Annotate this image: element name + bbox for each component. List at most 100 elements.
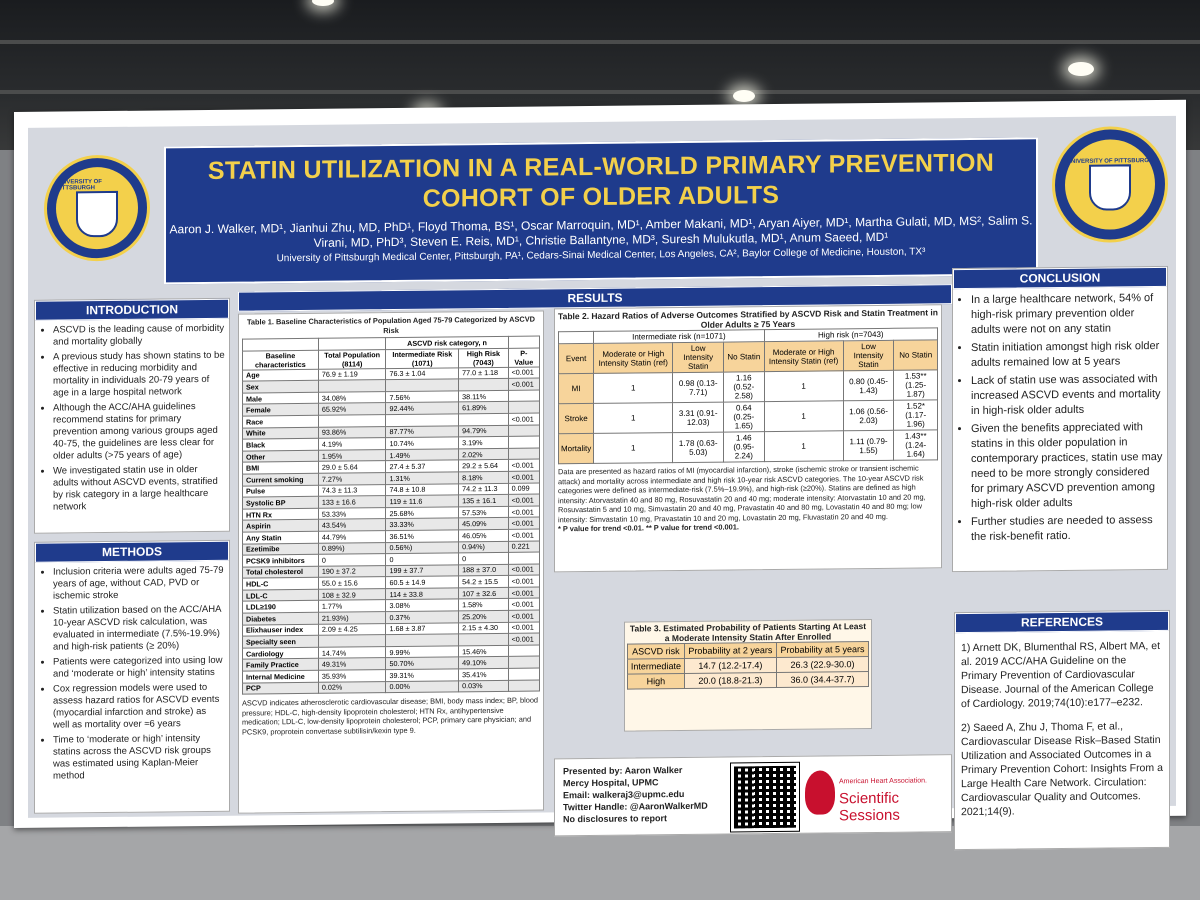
list-item: We investigated statin use in older adul… [53,464,225,514]
table-cell: 0.221 [508,540,540,553]
conclusion-section: CONCLUSION In a large healthcare network… [952,265,1168,573]
references-heading: REFERENCES [955,610,1169,634]
table-cell: 9.99% [385,645,459,659]
presenter-line: No disclosures to report [563,813,668,825]
table-cell [508,436,540,449]
table-cell: <0.001 [508,610,540,622]
table-cell: 44.79% [318,530,386,543]
sponsor-line1: American Heart Association. [839,777,927,786]
heart-torch-icon [805,770,835,815]
table-row: PCP 0.02% 0.00% 0.03% [242,679,540,695]
table-cell: 1.49% [385,448,459,461]
table-cell: 57.53% [458,506,509,519]
table-cell: 3.19% [458,436,509,449]
table-cell: 20.0 (18.8-21.3) [684,672,777,689]
table-cell: 1.53** (1.25-1.87) [893,369,938,401]
table-cell: 7.56% [385,390,459,403]
table-cell [318,379,386,393]
table-header: ASCVD risk [627,643,685,660]
table-cell [508,552,540,565]
table-cell: 34.08% [318,391,386,404]
table-cell: 35.93% [318,669,386,682]
table-cell: 15.46% [458,645,509,658]
table-cell [508,389,540,402]
table1-caption: Table 1. Baseline Characteristics of Pop… [246,314,536,335]
shield-icon [1089,164,1131,211]
list-item: Given the benefits appreciated with stat… [971,420,1163,512]
table-cell: 39.31% [385,668,459,682]
table1-body: Age 76.9 ± 1.19 76.3 ± 1.04 77.0 ± 1.18 <0.0… [242,366,540,695]
table-header: Total Population (8114) [318,349,386,369]
table-cell: 2.09 ± 4.25 [318,623,386,636]
table-cell [508,656,540,669]
conclusion-list: In a large healthcare network, 54% of hi… [959,291,1163,545]
list-item: Statin initiation amongst high risk olde… [971,339,1163,371]
table-row: MI 1 0.98 (0.13-7.71) 1.16 (0.52-2.58) 1 0.80… [558,369,938,404]
table-header: Moderate or High Intensity Statin (ref) [593,342,673,374]
table-cell: <0.001 [508,598,540,611]
table2-body: MI 1 0.98 (0.13-7.71) 1.16 (0.52-2.58) 1 0.80… [558,369,938,464]
university-logo-left: UNIVERSITY OF PITTSBURGH [44,154,150,262]
table-cell: Family Practice [242,658,319,672]
table-cell: 1.16 (0.52-2.58) [723,371,765,403]
table-cell: 8.18% [458,471,509,484]
table-cell: 0.89%) [318,542,386,555]
poster-header: STATIN UTILIZATION IN A REAL-WORLD PRIMA… [164,137,1038,285]
table-cell: Total cholesterol [242,566,319,579]
table-cell [385,379,459,392]
table-cell: 0.03% [458,679,509,693]
table-cell: Stroke [558,403,594,434]
table-cell: Diabetes [242,612,319,625]
table-cell: 49.31% [318,658,386,671]
table-row: Stroke 1 3.31 (0.91-12.03) 0.64 (0.25-1.65)… [558,399,938,434]
table-cell: 0 [458,552,509,565]
list-item: Further studies are needed to assess the… [971,513,1163,545]
introduction-section: INTRODUCTION ASCVD is the leading cause … [34,297,230,534]
table-cell: <0.001 [508,528,540,541]
table-cell: 1.52* (1.17-1.96) [893,399,938,431]
table-cell: Other [242,450,319,463]
presenter-line: Twitter Handle: @AaronWalkerMD [563,800,708,813]
table-cell: <0.001 [508,459,540,472]
table-cell: Systolic BP [242,496,319,509]
table-cell: 114 ± 33.8 [385,587,459,601]
ceiling-light [733,90,755,102]
table-cell: 33.33% [385,518,459,531]
table-header: No Statin [893,339,938,371]
qr-code-icon [730,761,800,833]
table-cell: White [242,426,319,440]
table-header: Low Intensity Statin [672,342,724,373]
list-item: ASCVD is the leading cause of morbidity … [53,323,225,349]
table-header: Low Intensity Statin [843,340,894,371]
table-row: Mortality 1 1.78 (0.63-5.03) 1.46 (0.95-2.2… [558,429,938,464]
table-cell: Specialty seen [242,635,319,648]
ceiling-light [1068,62,1094,76]
table-cell: Intermediate [627,658,685,675]
table-header: High Risk (7043) [458,347,509,368]
table-cell: <0.001 [508,412,540,425]
table-cell: 76.3 ± 1.04 [385,367,459,380]
table-cell: Female [242,403,319,417]
table-row: High 20.0 (18.8-21.3) 36.0 (34.4-37.7) [627,671,869,690]
table-cell: <0.001 [508,621,540,634]
shield-icon [76,190,118,238]
table-cell: 7.27% [318,472,386,485]
table-cell: 188 ± 37.0 [458,564,509,577]
table2: Intermediate risk (n=1071) High risk (n=… [558,327,938,464]
table-cell: 25.20% [458,610,509,623]
table-cell: 36.0 (34.4-37.7) [776,671,869,688]
table-cell: 35.41% [458,668,509,681]
list-item: Cox regression models were used to asses… [53,682,225,732]
table-cell: <0.001 [508,633,540,646]
ceiling-light [312,0,334,6]
list-item: Although the ACC/AHA guidelines recommen… [53,401,225,463]
table-cell: Any Statin [242,531,319,544]
table-cell: 74.3 ± 11.3 [318,484,386,497]
table-cell: 3.31 (0.91-12.03) [672,402,724,433]
table-cell: 74.8 ± 10.8 [385,483,459,496]
table-cell: Aspirin [242,519,319,533]
introduction-list: ASCVD is the leading cause of morbidity … [41,323,225,514]
table1-footnote: ASCVD indicates atherosclerotic cardiova… [242,695,539,737]
table-cell: 94.79% [458,424,509,437]
table-cell: Male [242,392,319,405]
